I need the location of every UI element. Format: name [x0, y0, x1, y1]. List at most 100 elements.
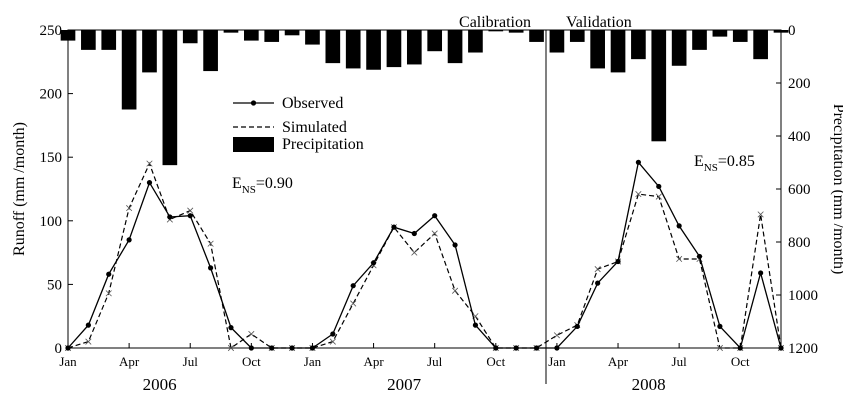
observed-point	[289, 345, 295, 351]
simulated-point	[187, 207, 194, 214]
precipitation-bar	[569, 30, 585, 42]
axes: 0 50 100 150 200 250 0 200 400 600 800 1000 1200 Jan A…	[40, 23, 819, 394]
x-tick-label: Apr	[608, 354, 629, 369]
precipitation-bar	[712, 30, 728, 37]
calibration-label: Calibration	[459, 14, 531, 31]
simulated-point	[655, 193, 662, 200]
precipitation-bar	[284, 30, 300, 36]
observed-point	[717, 323, 723, 329]
x-tick-label: Oct	[242, 354, 261, 369]
observed-point	[615, 258, 621, 265]
precipitation-bar	[692, 30, 707, 50]
observed-point	[187, 213, 193, 219]
simulated-point	[85, 338, 92, 345]
year-label: 2008	[632, 375, 666, 394]
precipitation-bar	[508, 30, 524, 33]
legend-observed-marker	[250, 100, 257, 106]
precipitation-bar	[610, 30, 626, 73]
observed-point	[126, 237, 132, 243]
precipitation-bar	[631, 30, 646, 60]
y-tick-label-left: 0	[55, 341, 63, 357]
precipitation-bar	[223, 30, 239, 33]
x-tick-label: Jan	[59, 354, 77, 369]
observed-point	[85, 322, 91, 328]
y-tick-label-right: 400	[788, 129, 811, 145]
simulated-point	[248, 330, 255, 338]
observed-point	[228, 325, 234, 331]
precipitation-bar	[101, 30, 117, 50]
legend-precipitation-label: Precipitation	[282, 136, 364, 153]
simulated-point	[207, 240, 214, 247]
legend-precipitation-swatch	[233, 137, 274, 152]
observed-point	[208, 265, 214, 271]
precipitation-bar	[60, 30, 76, 41]
observed-point	[452, 242, 458, 248]
y-tick-label-right: 800	[788, 235, 811, 251]
precipitation-bar	[203, 30, 218, 72]
simulated-point	[146, 160, 153, 167]
observed-point	[758, 270, 764, 276]
simulated-point	[594, 266, 601, 273]
precipitation-bar	[121, 30, 137, 110]
y-tick-label-right: 1000	[788, 288, 818, 304]
precipitation-bar	[305, 30, 320, 45]
year-label: 2007	[387, 375, 422, 394]
observed-point	[533, 345, 540, 351]
simulated-point	[105, 290, 112, 297]
ens-validation: ENS=0.85	[694, 153, 755, 174]
observed-point	[167, 214, 173, 220]
precipitation-bar	[590, 30, 605, 69]
precipitation-bar	[142, 30, 157, 73]
precipitation-bar	[468, 30, 483, 53]
year-label: 2006	[143, 375, 177, 394]
ens-calibration: ENS=0.90	[232, 175, 293, 196]
precipitation-bar	[651, 30, 667, 142]
observed-point	[411, 230, 417, 237]
simulated-point	[553, 332, 560, 339]
simulated-point	[635, 191, 642, 198]
simulated-point	[227, 344, 235, 352]
x-tick-label: Jul	[672, 354, 688, 369]
simulated-point	[451, 287, 459, 294]
y-tick-label-left: 100	[40, 214, 63, 230]
precipitation-bar	[671, 30, 687, 66]
legend-observed-label: Observed	[282, 95, 343, 112]
simulated-point	[350, 300, 357, 307]
observed-point	[370, 260, 377, 266]
y-tick-label-right: 0	[788, 23, 796, 39]
precipitation-bar	[753, 30, 768, 60]
observed-point	[269, 345, 275, 351]
precipitation-bar	[732, 30, 748, 42]
y-axis-label-right: Precipitation (mm /month)	[830, 104, 843, 275]
y-tick-label-right: 1200	[788, 341, 818, 357]
observed-line	[67, 160, 782, 350]
observed-point	[472, 322, 479, 328]
y-tick-label-left: 200	[40, 87, 63, 103]
precipitation-bar	[81, 30, 96, 50]
x-tick-label: Jan	[304, 354, 322, 369]
observed-point	[676, 223, 682, 229]
y-axis-label-left: Runoff (mm /month)	[11, 122, 28, 256]
simulated-point	[411, 249, 418, 256]
x-tick-label: Oct	[731, 354, 750, 369]
precipitation-bar	[345, 30, 361, 69]
precipitation-bar	[447, 30, 463, 64]
simulated-point	[716, 344, 723, 352]
x-tick-label: Apr	[363, 354, 384, 369]
observed-point	[574, 323, 580, 329]
validation-label: Validation	[566, 14, 632, 31]
runoff-lines	[64, 159, 785, 352]
y-tick-label-right: 200	[788, 76, 811, 92]
observed-point	[146, 180, 153, 186]
precipitation-bar	[366, 30, 381, 70]
observed-point	[330, 331, 336, 337]
x-tick-label: Jan	[548, 354, 566, 369]
simulated-point	[676, 255, 683, 263]
precipitation-bar	[244, 30, 259, 41]
precipitation-bar	[529, 30, 544, 42]
precipitation-bar	[182, 30, 198, 44]
x-tick-label: Jul	[427, 354, 443, 369]
y-tick-label-left: 250	[40, 23, 63, 39]
simulated-point	[757, 211, 764, 218]
